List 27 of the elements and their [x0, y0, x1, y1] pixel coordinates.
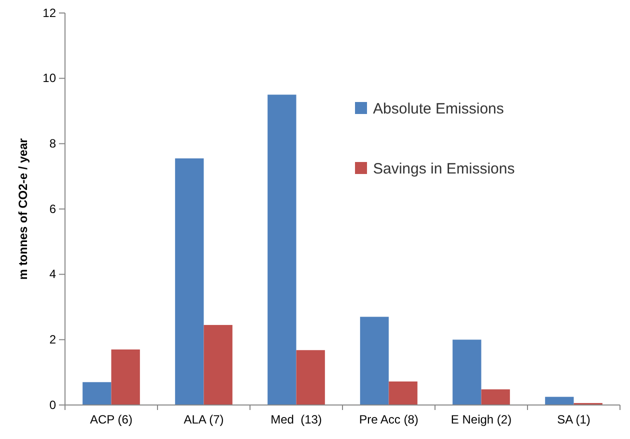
bar [82, 382, 112, 405]
bar [545, 396, 574, 405]
bar [111, 349, 140, 405]
y-tick-label: 10 [42, 71, 56, 86]
bar [388, 381, 418, 405]
y-tick-label: 8 [49, 136, 56, 151]
x-tick-label: ACP (6) [90, 412, 132, 427]
bar [360, 316, 389, 405]
y-axis-title: m tonnes of CO2-e / year [16, 138, 30, 280]
bar [268, 94, 296, 405]
x-tick-label: E Neigh (2) [450, 412, 512, 427]
legend-label: Savings in Emissions [373, 160, 515, 178]
bar [296, 350, 325, 405]
legend-label: Absolute Emissions [373, 100, 504, 118]
x-tick-label: Pre Acc (8) [359, 412, 418, 427]
bar [204, 324, 232, 405]
x-tick-label: ALA (7) [184, 412, 224, 427]
x-tick-label: Med (13) [270, 412, 322, 427]
bar [481, 389, 510, 405]
bar [452, 340, 482, 405]
y-tick-label: 0 [49, 398, 56, 412]
y-tick-label: 4 [49, 267, 56, 282]
y-tick-label: 12 [42, 6, 56, 20]
y-tick-label: 2 [49, 332, 56, 347]
x-tick-label: SA (1) [557, 412, 590, 427]
y-tick-label: 6 [49, 202, 56, 216]
bar [175, 158, 204, 405]
